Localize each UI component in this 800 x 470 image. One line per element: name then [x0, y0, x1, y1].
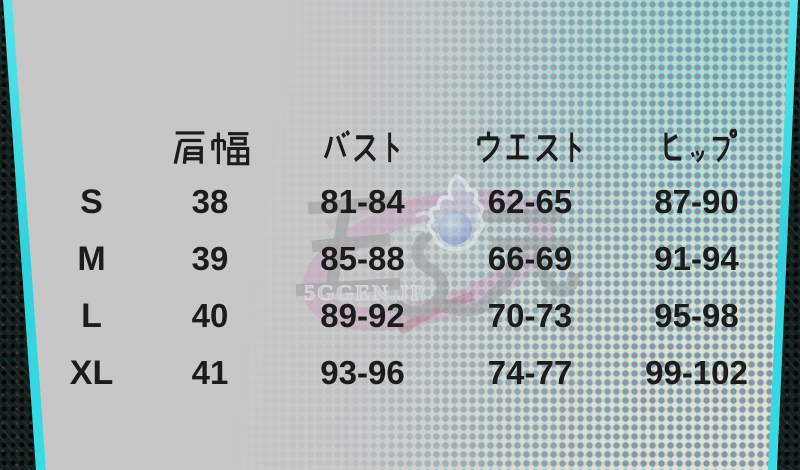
value-s-shoulder: 38 — [191, 183, 229, 220]
value-m-bust: 85-88 — [320, 240, 405, 277]
value-l-bust: 89-92 — [320, 297, 405, 334]
watermark-site-text: 5GGEN.JP — [304, 280, 426, 305]
pink-swoosh — [302, 189, 554, 335]
value-m-hip: 91-94 — [654, 240, 739, 277]
size-label-s: S — [80, 182, 103, 221]
flame-icon — [409, 173, 485, 252]
header-shoulder-width — [155, 121, 265, 173]
value-s-waist: 62-65 — [487, 183, 573, 220]
value-s-hip: 87-90 — [654, 183, 739, 220]
value-m-shoulder: 39 — [191, 240, 229, 277]
watermark: 5GGEN.JP — [295, 173, 581, 335]
value-l-waist: 70-73 — [487, 297, 573, 334]
header-bust — [265, 121, 460, 173]
value-xl-hip: 99-102 — [645, 354, 748, 391]
value-xl-waist: 74-77 — [487, 354, 573, 391]
value-l-hip: 95-98 — [654, 297, 739, 334]
brush-logo-glyphs — [295, 195, 581, 318]
header-empty — [28, 121, 155, 173]
size-table: S 38 81-84 62-65 87-90 M 39 85-88 66-69 … — [28, 121, 793, 401]
value-s-bust: 81-84 — [320, 183, 405, 220]
value-xl-shoulder: 41 — [191, 354, 229, 391]
size-label-xl: XL — [69, 353, 114, 392]
red-accent-stroke — [397, 291, 475, 335]
header-hip — [600, 121, 793, 173]
header-waist — [460, 121, 600, 173]
value-m-waist: 66-69 — [487, 240, 573, 277]
value-xl-bust: 93-96 — [320, 354, 405, 391]
size-label-l: L — [81, 296, 102, 335]
value-l-shoulder: 40 — [191, 297, 229, 334]
size-label-m: M — [77, 239, 106, 278]
